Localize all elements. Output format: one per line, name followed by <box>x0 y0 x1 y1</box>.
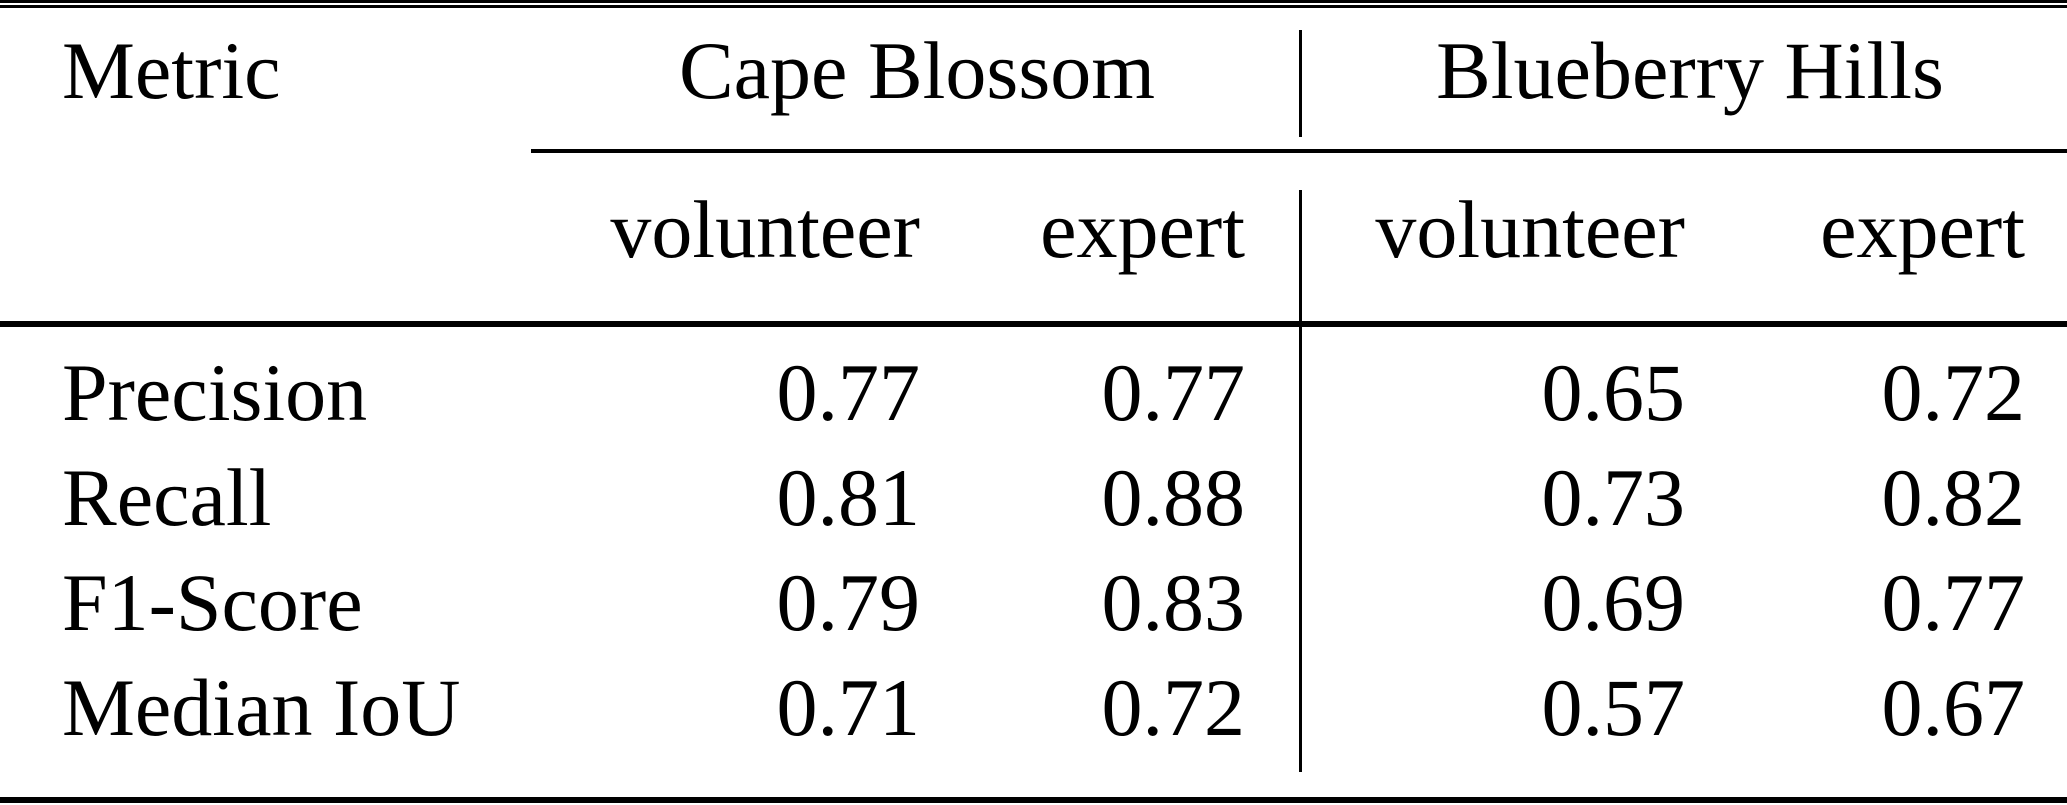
cell-recall-cb-volunteer: 0.81 <box>776 452 921 543</box>
row-label-recall: Recall <box>62 452 272 543</box>
group-header-cmidrule <box>531 149 2067 153</box>
vertical-separator-body-segment <box>1299 190 1302 772</box>
row-label-precision: Precision <box>62 347 368 438</box>
cell-f1-bh-volunteer: 0.69 <box>1541 557 1686 648</box>
row-label-median-iou: Median IoU <box>62 662 461 753</box>
cell-f1-cb-expert: 0.83 <box>1101 557 1246 648</box>
header-body-rule <box>0 321 2067 327</box>
cell-iou-bh-expert: 0.67 <box>1881 662 2026 753</box>
vertical-separator-header-segment <box>1299 30 1302 137</box>
cell-recall-cb-expert: 0.88 <box>1101 452 1246 543</box>
row-label-f1-score: F1-Score <box>62 557 363 648</box>
bottom-rule <box>0 797 2067 803</box>
top-rule-inner <box>0 4 2067 8</box>
cell-iou-cb-expert: 0.72 <box>1101 662 1246 753</box>
column-header-metric: Metric <box>62 25 281 116</box>
cell-recall-bh-expert: 0.82 <box>1881 452 2026 543</box>
subheader-cb-expert: expert <box>1040 184 1245 275</box>
cell-precision-cb-volunteer: 0.77 <box>776 347 921 438</box>
cell-f1-bh-expert: 0.77 <box>1881 557 2026 648</box>
subheader-bh-volunteer: volunteer <box>1375 184 1685 275</box>
subheader-bh-expert: expert <box>1820 184 2025 275</box>
cell-f1-cb-volunteer: 0.79 <box>776 557 921 648</box>
cell-iou-bh-volunteer: 0.57 <box>1541 662 1686 753</box>
group-header-blueberry-hills: Blueberry Hills <box>1436 25 1944 116</box>
cell-iou-cb-volunteer: 0.71 <box>776 662 921 753</box>
group-header-cape-blossom: Cape Blossom <box>678 25 1156 116</box>
subheader-cb-volunteer: volunteer <box>610 184 920 275</box>
cell-recall-bh-volunteer: 0.73 <box>1541 452 1686 543</box>
cell-precision-bh-expert: 0.72 <box>1881 347 2026 438</box>
top-rule-outer <box>0 0 2067 3</box>
cell-precision-bh-volunteer: 0.65 <box>1541 347 1686 438</box>
cell-precision-cb-expert: 0.77 <box>1101 347 1246 438</box>
